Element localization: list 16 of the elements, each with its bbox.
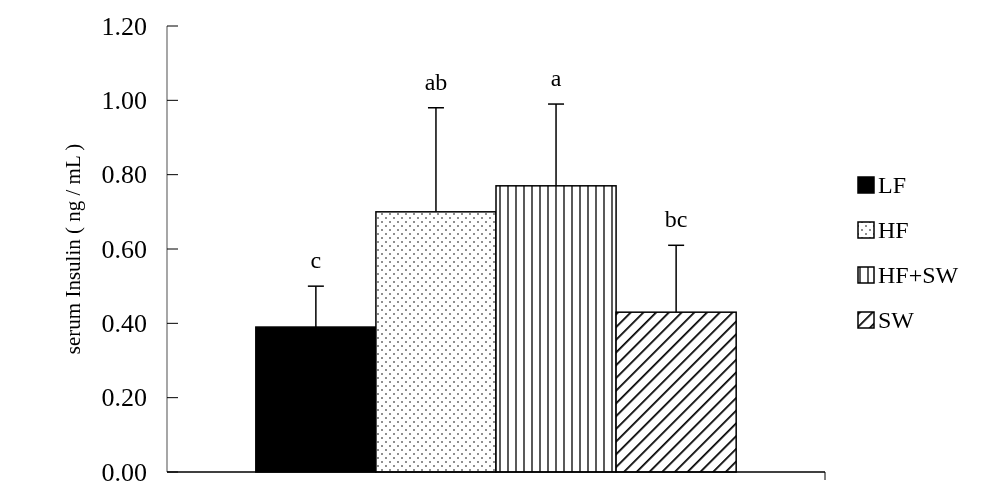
annotation: bc xyxy=(664,206,688,233)
y-tick-label: 0.40 xyxy=(101,308,147,338)
y-tick-label: 0.60 xyxy=(101,234,147,264)
y-tick-label: 1.20 xyxy=(101,11,147,41)
y-tick-label: 1.00 xyxy=(101,85,147,115)
annotation: a xyxy=(550,65,562,92)
y-axis-title: serum Insulin ( ng / mL ) xyxy=(61,143,85,355)
legend-label: SW xyxy=(878,307,915,333)
annotation: c xyxy=(310,247,322,274)
annotation: ab xyxy=(424,68,448,95)
legend-label: HF+SW xyxy=(878,262,959,288)
y-tick-label: 0.80 xyxy=(101,160,147,190)
legend-label: LF xyxy=(878,172,907,198)
legend-label: HF xyxy=(878,217,909,243)
y-tick-label: 0.00 xyxy=(101,457,147,487)
y-tick-label: 0.20 xyxy=(101,383,147,413)
